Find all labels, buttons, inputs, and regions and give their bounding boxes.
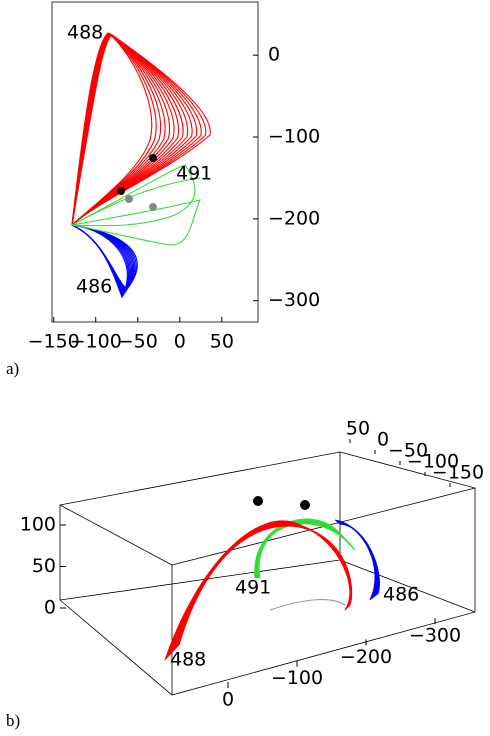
x-tick-label: −100 [271, 667, 323, 689]
footpoint-dot [125, 195, 133, 203]
field-line [71, 177, 201, 226]
x-tick-label: −200 [340, 646, 392, 668]
footpoint-dot [149, 203, 157, 211]
x-tick-label: 0 [222, 689, 234, 711]
field-line [71, 199, 201, 246]
footpoint-dot [117, 187, 125, 195]
z-tick-label: 0 [44, 597, 56, 619]
line-label: 491 [235, 577, 271, 599]
z-tick-label: 100 [20, 514, 56, 536]
panel-label: b) [6, 711, 20, 730]
x-tick-label: −300 [409, 625, 461, 647]
line-label: 486 [383, 584, 419, 606]
field-line [269, 599, 346, 611]
x-tick-label: −100 [70, 331, 122, 353]
line-label: 488 [67, 22, 103, 44]
y-tick-label: 0 [377, 429, 389, 451]
field-line [339, 523, 380, 595]
y-tick-label: −100 [268, 126, 320, 148]
line-label: 486 [76, 276, 112, 298]
x-tick-label: 50 [210, 331, 234, 353]
panel-label: a) [6, 359, 19, 378]
line-label: 491 [176, 163, 212, 185]
footpoint-dot [253, 496, 263, 506]
panel-a-frame [51, 1, 259, 323]
y-tick-label: 50 [346, 418, 370, 440]
x-tick-label: −150 [28, 331, 80, 353]
footpoint-dot [300, 500, 310, 510]
panel-b-box [59, 451, 476, 696]
y-tick-label: −300 [268, 289, 320, 311]
y-tick-label: −200 [268, 207, 320, 229]
line-label: 488 [170, 649, 206, 671]
footpoint-dot [149, 154, 157, 162]
field-line [71, 164, 196, 227]
y-tick-label: 0 [268, 44, 280, 66]
field-line [178, 525, 353, 646]
y-tick-label: −50 [388, 440, 428, 462]
x-tick-label: 0 [174, 331, 186, 353]
field-line [71, 34, 207, 226]
y-tick-label: −150 [432, 462, 484, 484]
field-line [71, 34, 211, 226]
z-tick-label: 50 [32, 555, 56, 577]
y-tick-label: −100 [407, 451, 459, 473]
field-line [71, 224, 138, 290]
x-tick-label: −50 [118, 331, 158, 353]
